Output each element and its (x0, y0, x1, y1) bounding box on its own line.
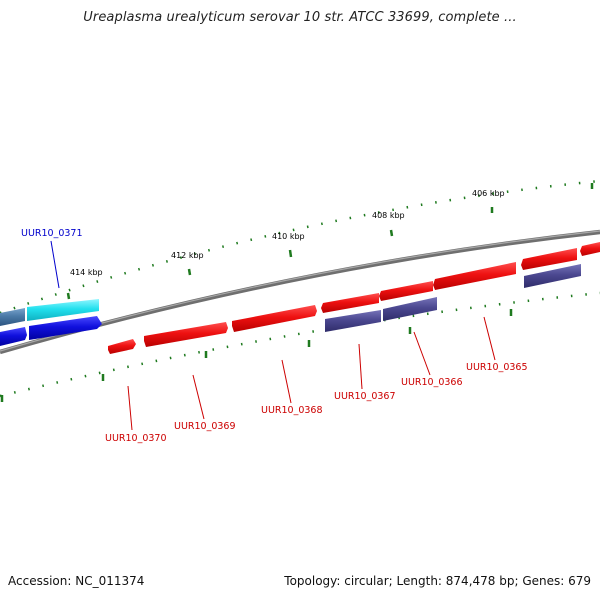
gene-label[interactable]: UUR10_0368 (261, 405, 323, 416)
gene-forward-cyan[interactable] (27, 299, 99, 321)
leader-lines (50, 240, 496, 431)
gene-label[interactable]: UUR10_0365 (466, 362, 528, 373)
map-title: Ureaplasma urealyticum serovar 10 str. A… (83, 10, 517, 25)
gene-reverse-red[interactable] (108, 339, 136, 354)
inner-major-ticks (0, 309, 513, 402)
gene-forward-red[interactable] (379, 281, 433, 301)
accession-text: Accession: NC_011374 (8, 574, 145, 588)
gene-reverse-slate[interactable] (524, 264, 581, 288)
major-tick (288, 249, 293, 258)
topology-text: Topology: circular; Length: 874,478 bp; … (284, 574, 591, 588)
gene-reverse-slate[interactable] (383, 297, 437, 321)
gene-label[interactable]: UUR10_0366 (401, 377, 463, 388)
gene-label[interactable]: UUR10_0369 (174, 421, 236, 432)
major-tick (389, 229, 394, 237)
major-tick (187, 268, 192, 276)
gene-forward-red[interactable] (321, 293, 379, 313)
genome-backbone (0, 229, 600, 355)
leader-line (192, 374, 205, 420)
gene-reverse-red[interactable] (232, 305, 317, 332)
gene-reverse-red[interactable] (144, 322, 228, 347)
leader-line (127, 385, 133, 431)
gene-forward-red[interactable] (433, 262, 516, 290)
leader-line (483, 316, 496, 361)
gene-label[interactable]: UUR10_0370 (105, 433, 167, 444)
ruler-label: 406 kbp (472, 189, 505, 198)
outer-ruler (0, 179, 600, 315)
gene-reverse-blue[interactable] (29, 316, 102, 340)
leader-line (50, 240, 60, 289)
leader-line (358, 343, 363, 390)
gene-label[interactable]: UUR10_0371 (21, 228, 83, 239)
ruler-label: 410 kbp (272, 232, 305, 241)
leader-line (281, 359, 292, 404)
ruler-label: 412 kbp (171, 251, 204, 260)
ruler-label: 408 kbp (372, 211, 405, 220)
ruler-label: 414 kbp (70, 268, 103, 277)
gene-label[interactable]: UUR10_0367 (334, 391, 396, 402)
outer-major-ticks (66, 183, 594, 300)
gene-forward-red[interactable] (521, 248, 577, 270)
gene-reverse-slate[interactable] (325, 310, 381, 332)
gene-forward-steel[interactable] (0, 308, 25, 326)
leader-line (413, 331, 431, 376)
genome-backbone-highlight (0, 230, 600, 352)
gene-reverse-blue[interactable] (0, 327, 27, 346)
major-tick (66, 292, 71, 300)
gene-forward-red[interactable] (580, 242, 600, 256)
